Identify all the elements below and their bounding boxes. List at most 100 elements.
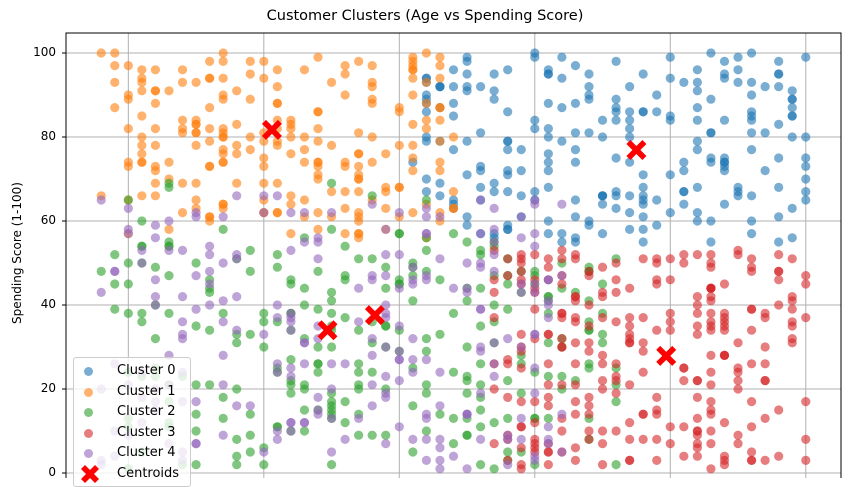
- data-point: [191, 439, 201, 449]
- data-point: [313, 367, 323, 377]
- data-point: [801, 455, 811, 465]
- data-point: [421, 187, 432, 197]
- data-point: [801, 313, 811, 323]
- data-point: [245, 145, 255, 155]
- data-point: [177, 317, 188, 327]
- data-point: [191, 321, 201, 331]
- data-point: [746, 325, 757, 335]
- data-point: [475, 434, 486, 444]
- data-point: [570, 338, 581, 348]
- data-point: [665, 422, 675, 432]
- data-point: [245, 401, 255, 411]
- data-point: [313, 304, 323, 314]
- data-point: [245, 94, 255, 104]
- data-point: [530, 451, 540, 461]
- data-point: [570, 397, 581, 407]
- data-point: [286, 149, 296, 159]
- data-point: [205, 212, 215, 222]
- data-point: [259, 191, 269, 201]
- data-point: [543, 166, 553, 176]
- data-point: [774, 266, 784, 276]
- data-point: [638, 346, 648, 356]
- data-point: [150, 191, 161, 201]
- data-point: [706, 237, 716, 247]
- data-point: [530, 388, 540, 398]
- green-circle-marker-icon: [84, 408, 93, 418]
- data-point: [638, 69, 648, 79]
- data-point: [286, 308, 296, 318]
- data-point: [692, 115, 702, 125]
- data-point: [692, 292, 702, 302]
- data-point: [354, 187, 364, 197]
- data-point: [706, 48, 716, 58]
- data-point: [272, 434, 282, 444]
- data-point: [516, 342, 526, 352]
- data-point: [150, 300, 161, 310]
- data-point: [299, 157, 310, 167]
- red-x-marker-icon: [81, 465, 99, 483]
- data-point: [408, 166, 418, 176]
- data-point: [787, 304, 797, 314]
- data-point: [435, 178, 445, 188]
- legend-item-cluster-1: Cluster 1: [74, 382, 192, 402]
- data-point: [435, 329, 445, 339]
- data-point: [272, 426, 282, 436]
- data-point: [557, 279, 567, 289]
- data-point: [530, 48, 540, 58]
- data-point: [205, 325, 215, 335]
- data-point: [597, 199, 608, 209]
- data-point: [489, 300, 499, 310]
- data-point: [272, 262, 282, 272]
- data-point: [191, 380, 201, 390]
- data-point: [354, 174, 364, 184]
- data-point: [475, 380, 486, 390]
- data-point: [706, 308, 716, 318]
- data-point: [801, 271, 811, 281]
- data-point: [110, 61, 120, 71]
- data-point: [530, 250, 540, 260]
- data-point: [408, 208, 418, 218]
- data-point: [706, 321, 716, 331]
- data-point: [760, 166, 770, 176]
- blue-circle-marker-icon: [84, 367, 93, 376]
- data-point: [110, 48, 120, 58]
- data-point: [408, 447, 418, 457]
- data-point: [435, 136, 445, 146]
- data-point: [557, 426, 567, 436]
- data-point: [746, 216, 757, 226]
- data-point: [354, 325, 364, 335]
- data-point: [638, 254, 648, 264]
- data-point: [326, 308, 337, 318]
- data-point: [489, 287, 499, 297]
- data-point: [421, 107, 432, 117]
- data-point: [625, 107, 635, 117]
- data-point: [177, 292, 188, 302]
- data-point: [584, 82, 594, 92]
- data-point: [218, 48, 228, 58]
- data-point: [625, 418, 635, 428]
- data-point: [421, 334, 432, 344]
- data-point: [692, 136, 702, 146]
- data-point: [408, 90, 418, 100]
- data-point: [570, 145, 581, 155]
- data-point: [110, 103, 120, 113]
- y-tick-label: 20: [40, 381, 56, 395]
- data-point: [462, 409, 472, 419]
- data-point: [570, 380, 581, 390]
- data-point: [150, 124, 161, 134]
- legend-item-cluster-0: Cluster 0: [74, 361, 192, 381]
- data-point: [232, 338, 242, 348]
- data-point: [191, 426, 201, 436]
- data-point: [299, 237, 310, 247]
- data-point: [191, 409, 201, 419]
- data-point: [462, 86, 472, 96]
- data-point: [205, 124, 215, 134]
- data-point: [421, 346, 432, 356]
- data-point: [367, 334, 377, 344]
- data-point: [584, 300, 594, 310]
- data-point: [516, 434, 526, 444]
- data-point: [638, 107, 648, 117]
- data-point: [516, 145, 526, 155]
- data-point: [530, 229, 540, 239]
